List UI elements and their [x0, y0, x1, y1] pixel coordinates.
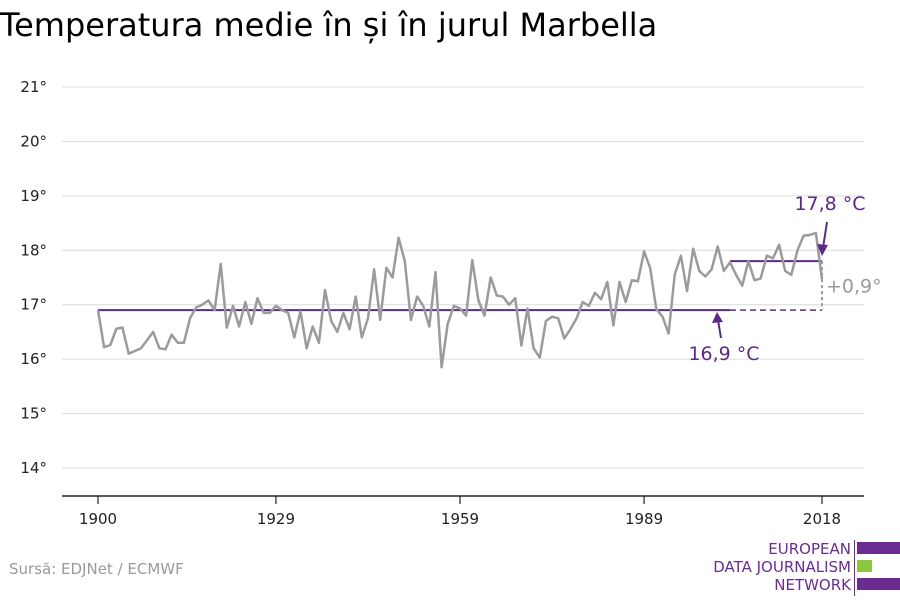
logo-text-line-3: NETWORK	[774, 576, 851, 594]
y-tick-label: 15°	[20, 405, 47, 423]
logo-bar-bottom	[857, 578, 900, 590]
grid	[62, 86, 864, 469]
y-tick-label: 18°	[20, 241, 47, 259]
x-tick-label: 2018	[803, 510, 841, 528]
y-tick-label: 16°	[20, 350, 47, 368]
logo-text-line-2: DATA JOURNALISM	[713, 558, 851, 576]
difference-label: +0,9°	[826, 276, 882, 298]
baseline-arrow-head	[712, 312, 723, 323]
logo-bar-top	[857, 542, 900, 554]
x-tick-label: 1900	[79, 510, 117, 528]
logo-separator	[854, 540, 855, 596]
baseline-average-arrow	[717, 319, 722, 339]
y-tick-label: 21°	[20, 78, 47, 96]
x-axis: 1900 1929 1959 1989 2018	[79, 496, 841, 528]
source-note: Sursă: EDJNet / ECMWF	[9, 560, 184, 578]
y-tick-label: 19°	[20, 187, 47, 205]
recent-average-label: 17,8 °C	[794, 193, 865, 215]
y-tick-label: 20°	[20, 132, 47, 150]
y-tick-label: 14°	[20, 459, 47, 477]
recent-average-arrow	[822, 221, 828, 249]
logo-bar-middle	[857, 560, 872, 572]
chart-title: Temperatura medie în și în jurul Marbell…	[0, 6, 658, 44]
temperature-series-line	[96, 231, 824, 369]
y-tick-label: 17°	[20, 296, 47, 314]
baseline-average-label: 16,9 °C	[688, 343, 759, 365]
x-tick-label: 1989	[625, 510, 663, 528]
x-tick-label: 1929	[257, 510, 295, 528]
recent-arrow-head	[817, 244, 828, 256]
logo-text-line-1: EUROPEAN	[768, 540, 851, 558]
edjnet-logo: EUROPEAN DATA JOURNALISM NETWORK	[700, 540, 900, 596]
y-axis: 14° 15° 16° 17° 18° 19° 20° 21°	[20, 78, 47, 477]
x-tick-label: 1959	[441, 510, 479, 528]
annotations: +0,9° 17,8 °C 16,9 °C	[688, 193, 881, 365]
